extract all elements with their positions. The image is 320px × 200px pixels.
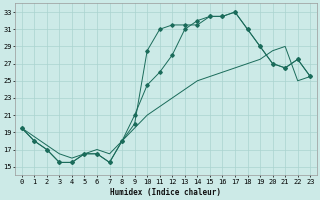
X-axis label: Humidex (Indice chaleur): Humidex (Indice chaleur) xyxy=(110,188,221,197)
